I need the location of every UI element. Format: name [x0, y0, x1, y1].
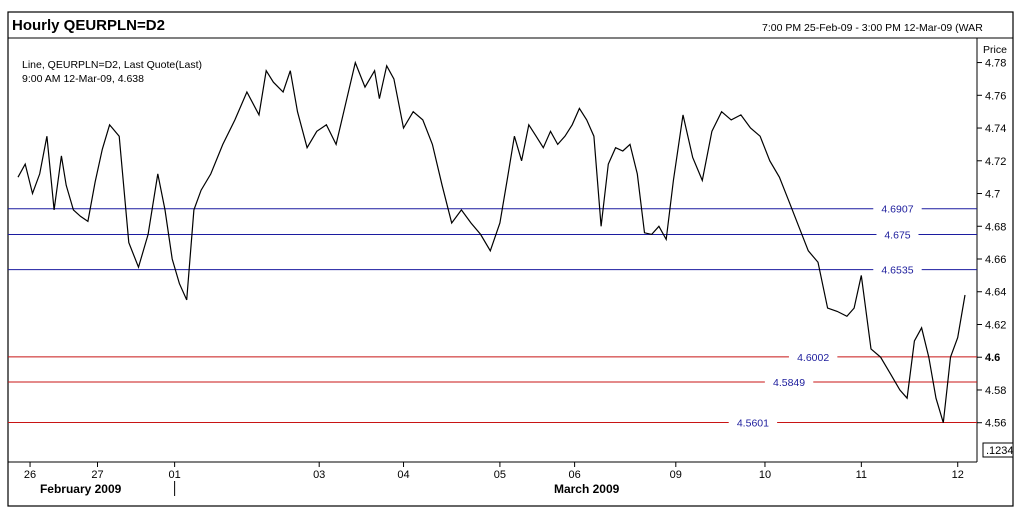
y-axis-title: Price — [983, 44, 1007, 56]
chart-title: Hourly QEURPLN=D2 — [12, 17, 165, 34]
x-tick-label: 06 — [568, 469, 580, 481]
y-tick-label: 4.76 — [985, 90, 1006, 102]
x-tick-label: 01 — [168, 469, 180, 481]
y-tick-label: 4.78 — [985, 58, 1006, 70]
level-label: 4.5849 — [773, 377, 805, 389]
level-label-bg — [873, 262, 922, 277]
x-tick-label: 05 — [494, 469, 506, 481]
level-label-bg — [764, 374, 814, 389]
last-value-tag — [982, 442, 1014, 458]
y-tick-label: 4.56 — [985, 418, 1006, 430]
y-tick-label: 4.64 — [985, 287, 1006, 299]
level-label-bg — [876, 227, 919, 242]
y-tick-label: 4.68 — [985, 221, 1006, 233]
x-tick-label: 09 — [670, 469, 682, 481]
x-axis: 26 27 01 03 04 05 06 09 10 11 12 February 2009 March… — [24, 462, 964, 496]
legend-last-quote: 9:00 AM 12-Mar-09, 4.638 — [22, 73, 144, 85]
level-label: 4.675 — [884, 229, 910, 241]
date-range-label: 7:00 PM 25-Feb-09 - 3:00 PM 12-Mar-09 (W… — [762, 22, 983, 34]
y-tick-label: 4.58 — [985, 385, 1006, 397]
x-tick-label: 27 — [91, 469, 103, 481]
level-label-bg — [728, 415, 778, 430]
chart-border — [7, 11, 1014, 507]
level-label: 4.6002 — [797, 352, 829, 364]
x-tick-label: 26 — [24, 469, 36, 481]
x-tick-label: 04 — [397, 469, 409, 481]
y-tick-label: 4.7 — [985, 189, 1000, 201]
y-axis: 4.56 4.58 4.6 4.62 4.64 4.66 4.68 4.7 4.72 4.74 4.… — [977, 58, 1006, 430]
last-value-tag-text: .1234 — [986, 445, 1014, 457]
y-tick-label: 4.66 — [985, 254, 1006, 266]
level-label: 4.6907 — [881, 204, 913, 216]
level-label: 4.5601 — [737, 418, 769, 430]
x-tick-label: 12 — [952, 469, 964, 481]
level-label: 4.6535 — [881, 265, 913, 277]
y-tick-label: 4.74 — [985, 123, 1006, 135]
level-lines: 4.6907 4.675 4.6535 4.6002 4.5849 4.5601 — [8, 201, 977, 430]
y-tick-label: 4.72 — [985, 156, 1006, 168]
level-label-bg — [788, 349, 838, 364]
month-label: February 2009 — [40, 482, 122, 496]
x-tick-label: 10 — [759, 469, 771, 481]
y-tick-label: 4.6 — [985, 352, 1000, 364]
y-tick-label: 4.62 — [985, 319, 1006, 331]
price-line — [17, 60, 966, 423]
level-label-bg — [873, 201, 922, 216]
month-label: March 2009 — [554, 482, 620, 496]
x-tick-label: 03 — [313, 469, 325, 481]
legend-series: Line, QEURPLN=D2, Last Quote(Last) — [22, 59, 202, 71]
x-tick-label: 11 — [856, 469, 867, 481]
